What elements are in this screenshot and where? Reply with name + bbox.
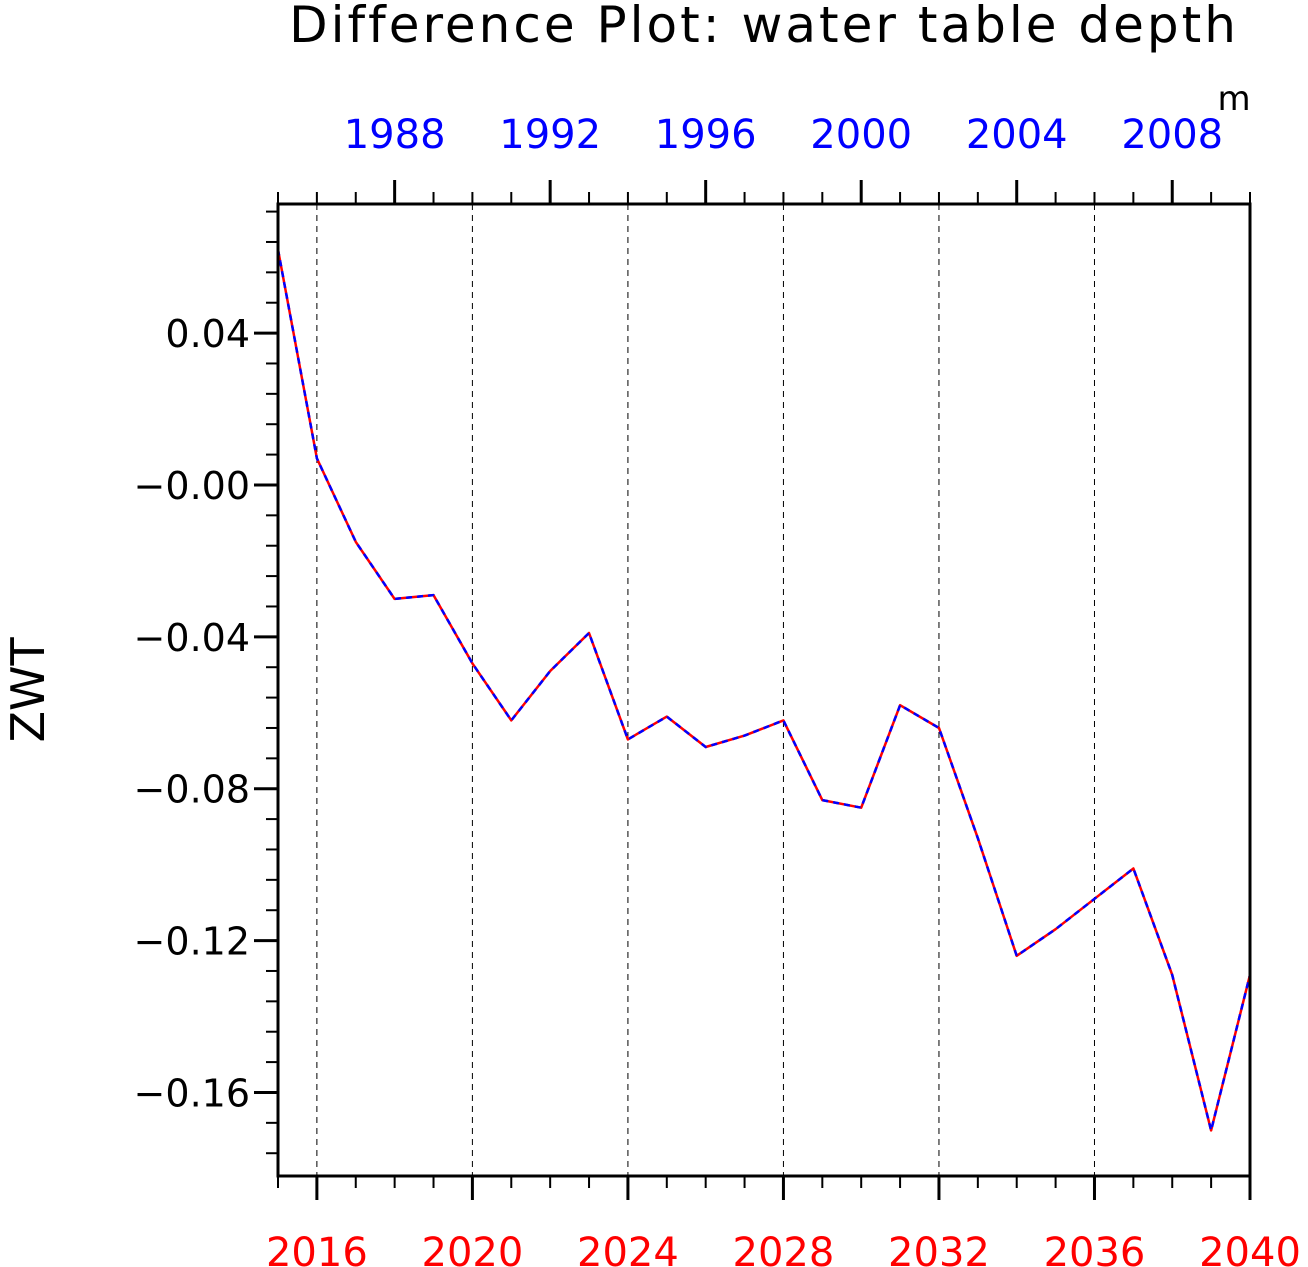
chart-title: Difference Plot: water table depth [289,0,1239,54]
y-tick-label: 0.04 [165,312,250,356]
top-tick-label: 1992 [499,112,601,158]
bottom-tick-label: 2016 [266,1230,368,1267]
series-line-dashed [276,249,1252,1132]
top-tick-label: 2008 [1121,112,1223,158]
plot-frame [276,202,1252,1178]
bottom-tick-label: 2040 [1199,1230,1301,1267]
y-tick-label: −0.00 [134,464,250,508]
grid-lines [316,204,1095,1176]
y-tick-label: −0.16 [134,1071,250,1115]
series-line-solid [276,249,1252,1132]
axis-ticks [254,180,1252,1200]
y-tick-label: −0.04 [134,616,250,660]
bottom-tick-label: 2020 [422,1230,524,1267]
y-tick-label: −0.08 [134,768,250,812]
series-lines [276,249,1252,1132]
units-label: m [1217,79,1250,119]
y-tick-label: −0.12 [134,920,250,964]
top-tick-label: 2000 [810,112,912,158]
bottom-tick-label: 2028 [733,1230,835,1267]
top-tick-label: 1988 [344,112,446,158]
top-tick-label: 1996 [655,112,757,158]
bottom-tick-label: 2024 [577,1230,679,1267]
bottom-tick-label: 2036 [1044,1230,1146,1267]
top-tick-label: 2004 [966,112,1068,158]
tick-labels: 2016 2020 2024 2028 2032 2036 2040 1988 1992 1996… [134,112,1301,1267]
y-axis-label: ZWT [1,637,55,743]
bottom-tick-label: 2032 [888,1230,990,1267]
